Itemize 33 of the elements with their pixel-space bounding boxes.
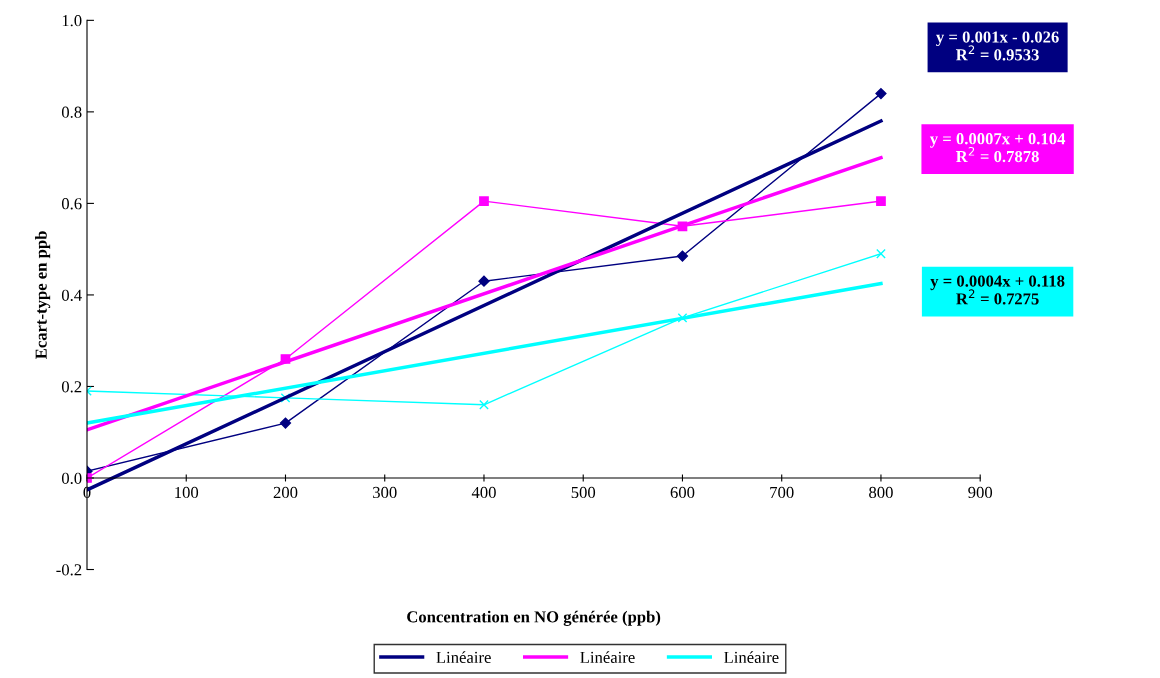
y-tick-label: 1.0 — [62, 15, 82, 27]
x-tick-label: 400 — [471, 486, 496, 499]
x-tick-label: 700 — [770, 486, 794, 499]
annotation: y = 0.0007x + 0.104 R$^{2}$ = 0.7878 — [929, 133, 1066, 163]
point — [478, 275, 490, 287]
y-tick-label: 0.4 — [61, 289, 82, 301]
x-tick-label: 500 — [571, 486, 596, 499]
x-tick-label: 100 — [175, 486, 199, 499]
x-tick-label: 200 — [273, 486, 298, 499]
x-axis-title: Concentration en NO générée (ppb) — [407, 610, 661, 626]
point — [677, 312, 688, 323]
y-tick-label: 0.6 — [61, 198, 82, 210]
x-tick-label: 900 — [968, 486, 993, 499]
legend-label: Linéaire — [436, 651, 491, 663]
y-tick-label: 0.0 — [61, 472, 82, 485]
y-tick-label: 0.2 — [61, 381, 82, 393]
legend-label: Linéaire — [724, 651, 779, 663]
annotation: y = 0.001x - 0.026 R$^{2}$ = 0.9533 — [936, 31, 1059, 61]
y-axis-title: Ecart-type en ppb — [35, 231, 51, 359]
point — [875, 87, 887, 100]
point — [279, 417, 292, 429]
x-tick-label: 800 — [869, 486, 893, 499]
point — [676, 250, 689, 262]
point — [479, 196, 489, 206]
point — [876, 248, 886, 259]
point — [876, 196, 886, 206]
y-tick-label: -0.2 — [56, 564, 82, 576]
x-tick-label: 300 — [373, 486, 397, 499]
annotation: y = 0.0004x + 0.118 R$^{2}$ = 0.7275 — [930, 275, 1065, 305]
point — [479, 399, 489, 410]
legend-label: Linéaire — [580, 651, 635, 663]
y-tick-label: 0.8 — [61, 106, 82, 118]
x-tick-label: 600 — [670, 486, 695, 499]
